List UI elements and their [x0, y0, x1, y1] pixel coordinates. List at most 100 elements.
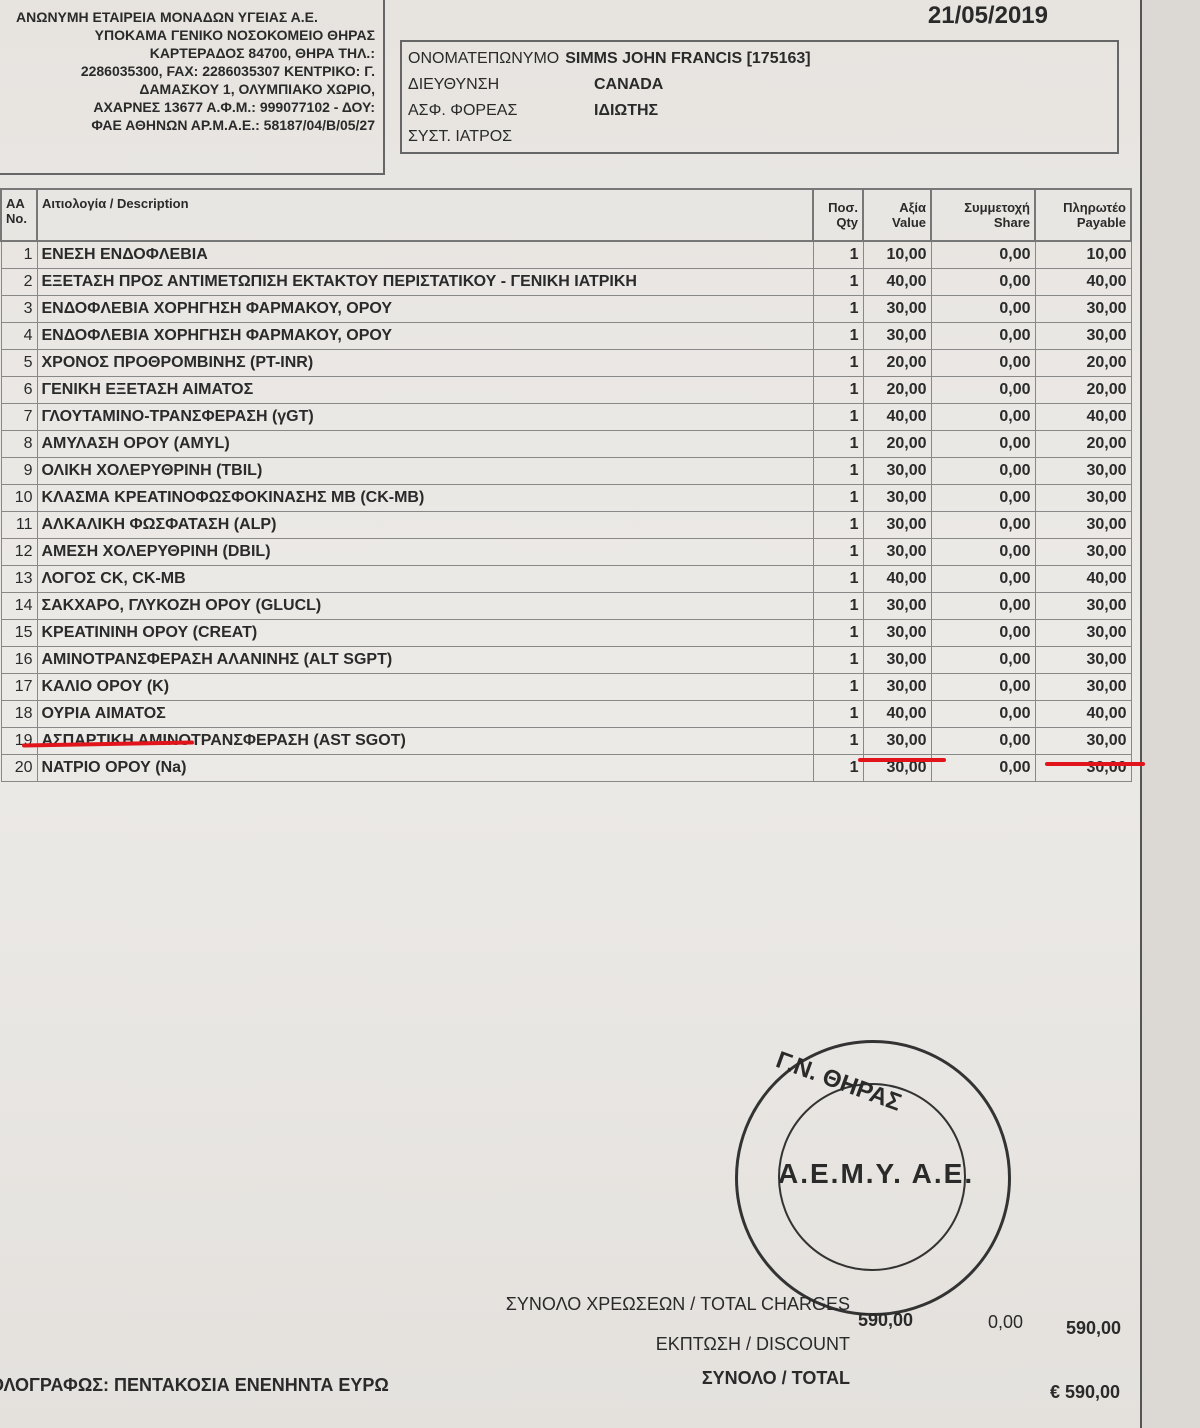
red-underline-value	[858, 758, 946, 762]
cell-payable: 30,00	[1034, 619, 1132, 647]
cell-value: 30,00	[862, 592, 932, 620]
cell-qty: 1	[812, 403, 864, 431]
cell-share: 0,00	[930, 295, 1036, 323]
cell-qty: 1	[812, 754, 864, 782]
cell-value: 10,00	[862, 240, 932, 269]
cell-no: 12	[0, 538, 38, 566]
cell-payable: 30,00	[1034, 511, 1132, 539]
cell-qty: 1	[812, 619, 864, 647]
header-qty: Ποσ. Qty	[812, 188, 864, 242]
cell-qty: 1	[812, 268, 864, 296]
grand-total-label: ΣΥΝΟΛΟ / TOTAL	[701, 1368, 850, 1388]
charges-table: AA No. Αιτιολογία / Description Ποσ. Qty…	[0, 188, 1132, 782]
cell-qty: 1	[812, 565, 864, 593]
issuer-line: 2286035300, FAX: 2286035307 ΚΕΝΤΡΙΚΟ: Γ.	[80, 63, 375, 79]
cell-payable: 40,00	[1034, 403, 1132, 431]
total-charges-payable: 590,00	[1066, 1318, 1122, 1338]
cell-desc: ΚΛΑΣΜΑ ΚΡΕΑΤΙΝΟΦΩΣΦΟΚΙΝΑΣΗΣ ΜΒ (CK-MB)	[36, 484, 814, 512]
table-row: 11 ΑΛΚΑΛΙΚΗ ΦΩΣΦΑΤΑΣΗ (ALP) 1 30,00 0,00 30,0…	[0, 511, 1132, 539]
cell-share: 0,00	[930, 646, 1036, 674]
cell-qty: 1	[812, 457, 864, 485]
cell-desc: ΛΟΓΟΣ CK, CK-MB	[36, 565, 814, 593]
cell-value: 30,00	[862, 295, 932, 323]
cell-value: 20,00	[862, 349, 932, 377]
cell-share: 0,00	[930, 484, 1036, 512]
cell-value: 30,00	[862, 646, 932, 674]
cell-desc: ΟΛΙΚΗ ΧΟΛΕΡΥΘΡΙΝΗ (TBIL)	[36, 457, 814, 485]
cell-no: 13	[0, 565, 38, 593]
cell-payable: 10,00	[1034, 240, 1132, 269]
table-row: 7 ΓΛΟΥΤΑΜΙΝΟ-ΤΡΑΝΣΦΕΡΑΣΗ (γGT) 1 40,00 0,00 4…	[0, 403, 1132, 431]
patient-label: ΟΝΟΜΑΤΕΠΩΝΥΜΟ	[408, 50, 560, 67]
issuer-block: ΑΝΩΝΥΜΗ ΕΤΑΙΡΕΙΑ ΜΟΝΑΔΩΝ ΥΓΕΙΑΣ Α.Ε. ΥΠΟ…	[0, 0, 385, 175]
patient-address: CANADA	[594, 76, 664, 93]
table-row: 5 ΧΡΟΝΟΣ ΠΡΟΘΡΟΜΒΙΝΗΣ (PT-INR) 1 20,00 0,00 2…	[0, 349, 1132, 377]
cell-desc: ΧΡΟΝΟΣ ΠΡΟΘΡΟΜΒΙΝΗΣ (PT-INR)	[36, 349, 814, 377]
table-row: 13 ΛΟΓΟΣ CK, CK-MB 1 40,00 0,00 40,00	[0, 565, 1132, 593]
cell-payable: 40,00	[1034, 565, 1132, 593]
cell-desc: ΑΛΚΑΛΙΚΗ ΦΩΣΦΑΤΑΣΗ (ALP)	[36, 511, 814, 539]
cell-qty: 1	[812, 673, 864, 701]
total-charges-share: 0,00	[988, 1312, 1024, 1332]
cell-value: 30,00	[862, 727, 932, 755]
cell-desc: ΕΝΕΣΗ ΕΝΔΟΦΛΕΒΙΑ	[36, 240, 814, 269]
cell-value: 30,00	[862, 673, 932, 701]
cell-payable: 30,00	[1034, 727, 1132, 755]
discount-label: ΕΚΠΤΩΣΗ / DISCOUNT	[655, 1334, 850, 1354]
header-description: Αιτιολογία / Description	[36, 188, 814, 242]
cell-desc: ΣΑΚΧΑΡΟ, ΓΛΥΚΟΖΗ ΟΡΟΥ (GLUCL)	[36, 592, 814, 620]
cell-no: 7	[0, 403, 38, 431]
patient-label: ΑΣΦ. ΦΟΡΕΑΣ	[408, 102, 518, 119]
cell-qty: 1	[812, 700, 864, 728]
cell-no: 3	[0, 295, 38, 323]
cell-share: 0,00	[930, 322, 1036, 350]
cell-desc: ΓΛΟΥΤΑΜΙΝΟ-ΤΡΑΝΣΦΕΡΑΣΗ (γGT)	[36, 403, 814, 431]
cell-qty: 1	[812, 538, 864, 566]
patient-label: ΔΙΕΥΘΥΝΣΗ	[408, 76, 500, 93]
table-row: 6 ΓΕΝΙΚΗ ΕΞΕΤΑΣΗ ΑΙΜΑΤΟΣ 1 20,00 0,00 20,00	[0, 376, 1132, 404]
cell-no: 16	[0, 646, 38, 674]
cell-no: 19	[0, 727, 38, 755]
cell-payable: 30,00	[1034, 484, 1132, 512]
table-row: 19 ΑΣΠΑΡΤΙΚΗ ΑΜΙΝΟΤΡΑΝΣΦΕΡΑΣΗ (AST SGOT) 1…	[0, 727, 1132, 755]
cell-desc: ΓΕΝΙΚΗ ΕΞΕΤΑΣΗ ΑΙΜΑΤΟΣ	[36, 376, 814, 404]
cell-desc: ΚΑΛΙΟ ΟΡΟΥ (K)	[36, 673, 814, 701]
cell-qty: 1	[812, 592, 864, 620]
cell-no: 1	[0, 240, 38, 269]
issuer-line: ΥΠΟΚΑΜΑ ΓΕΝΙΚΟ ΝΟΣΟΚΟΜΕΙΟ ΘΗΡΑΣ	[94, 27, 375, 43]
cell-no: 10	[0, 484, 38, 512]
cell-share: 0,00	[930, 376, 1036, 404]
cell-payable: 20,00	[1034, 349, 1132, 377]
cell-payable: 30,00	[1034, 673, 1132, 701]
cell-value: 30,00	[862, 322, 932, 350]
red-underline-payable	[1045, 762, 1145, 766]
header-payable: Πληρωτέο Payable	[1034, 188, 1132, 242]
cell-share: 0,00	[930, 754, 1036, 782]
total-charges-value: 590,00	[858, 1310, 914, 1330]
cell-no: 8	[0, 430, 38, 458]
issuer-line: ΦΑΕ ΑΘΗΝΩΝ ΑΡ.Μ.Α.Ε.: 58187/04/Β/05/27	[91, 117, 375, 133]
cell-value: 30,00	[862, 538, 932, 566]
table-row: 14 ΣΑΚΧΑΡΟ, ΓΛΥΚΟΖΗ ΟΡΟΥ (GLUCL) 1 30,00 0,0…	[0, 592, 1132, 620]
cell-value: 40,00	[862, 268, 932, 296]
cell-share: 0,00	[930, 457, 1036, 485]
cell-payable: 30,00	[1034, 457, 1132, 485]
cell-desc: ΑΜΥΛΑΣΗ ΟΡΟΥ (AMYL)	[36, 430, 814, 458]
cell-qty: 1	[812, 295, 864, 323]
cell-no: 4	[0, 322, 38, 350]
issuer-line: ΔΑΜΑΣΚΟΥ 1, ΟΛΥΜΠΙΑΚΟ ΧΩΡΙΟ,	[139, 81, 375, 97]
invoice-date: 21/05/2019	[927, 2, 1048, 29]
cell-desc: ΕΝΔΟΦΛΕΒΙΑ ΧΟΡΗΓΗΣΗ ΦΑΡΜΑΚΟΥ, ΟΡΟΥ	[36, 295, 814, 323]
cell-value: 30,00	[862, 511, 932, 539]
invoice-page: ΑΝΩΝΥΜΗ ΕΤΑΙΡΕΙΑ ΜΟΝΑΔΩΝ ΥΓΕΙΑΣ Α.Ε. ΥΠΟ…	[0, 0, 1145, 1428]
table-row: 17 ΚΑΛΙΟ ΟΡΟΥ (K) 1 30,00 0,00 30,00	[0, 673, 1132, 701]
cell-payable: 30,00	[1034, 322, 1132, 350]
cell-share: 0,00	[930, 538, 1036, 566]
table-row: 10 ΚΛΑΣΜΑ ΚΡΕΑΤΙΝΟΦΩΣΦΟΚΙΝΑΣΗΣ ΜΒ (CK-MB)…	[0, 484, 1132, 512]
cell-share: 0,00	[930, 349, 1036, 377]
cell-no: 5	[0, 349, 38, 377]
cell-payable: 40,00	[1034, 268, 1132, 296]
header-value: Αξία Value	[862, 188, 932, 242]
cell-desc: ΟΥΡΙΑ ΑΙΜΑΤΟΣ	[36, 700, 814, 728]
cell-payable: 30,00	[1034, 592, 1132, 620]
